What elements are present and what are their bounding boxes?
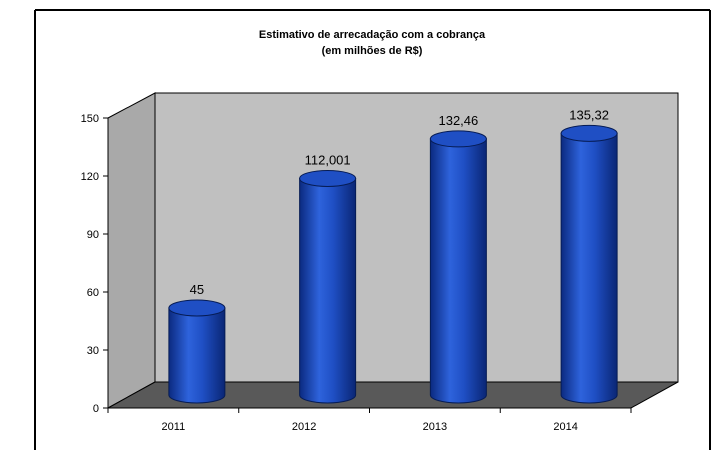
data-label: 112,001: [305, 152, 351, 167]
bar-2012: [299, 169, 357, 404]
x-tick-label: 2011: [162, 421, 186, 433]
bar-body: [560, 132, 618, 404]
bar-2014: [560, 124, 618, 404]
y-tick-label: 90: [87, 229, 99, 241]
bar-body: [168, 307, 226, 404]
y-tick-label: 60: [87, 287, 99, 299]
data-labels: 45 112,001 132,46 135,32: [190, 107, 609, 297]
bar-top: [560, 124, 618, 142]
data-label: 45: [190, 282, 204, 297]
bar-body: [429, 138, 487, 404]
bar-top: [168, 299, 226, 317]
bar-body: [299, 177, 357, 404]
bar-series: [168, 124, 618, 404]
side-wall: [107, 92, 156, 409]
data-label: 132,46: [438, 113, 478, 128]
x-tick-label: 2012: [292, 421, 316, 433]
bar-top: [299, 169, 357, 187]
x-tick-label: 2014: [553, 421, 577, 433]
y-tick-label: 150: [81, 113, 99, 125]
x-tick-label: 2013: [423, 421, 447, 433]
y-tick-label: 30: [87, 345, 99, 357]
x-axis-ticks: 2011 2012 2013 2014: [107, 408, 632, 433]
y-tick-label: 0: [93, 403, 99, 415]
chart-title-line2: (em milhões de R$): [322, 45, 423, 57]
y-tick-label: 120: [81, 171, 99, 183]
bar-top: [429, 130, 487, 148]
y-axis-ticks: 0 30 60 90 120 150: [81, 113, 108, 415]
data-label: 135,32: [569, 107, 609, 122]
chart-title-line1: Estimativo de arrecadação com a cobrança: [259, 29, 486, 41]
bar-2013: [429, 130, 487, 404]
bar-2011: [168, 299, 226, 404]
